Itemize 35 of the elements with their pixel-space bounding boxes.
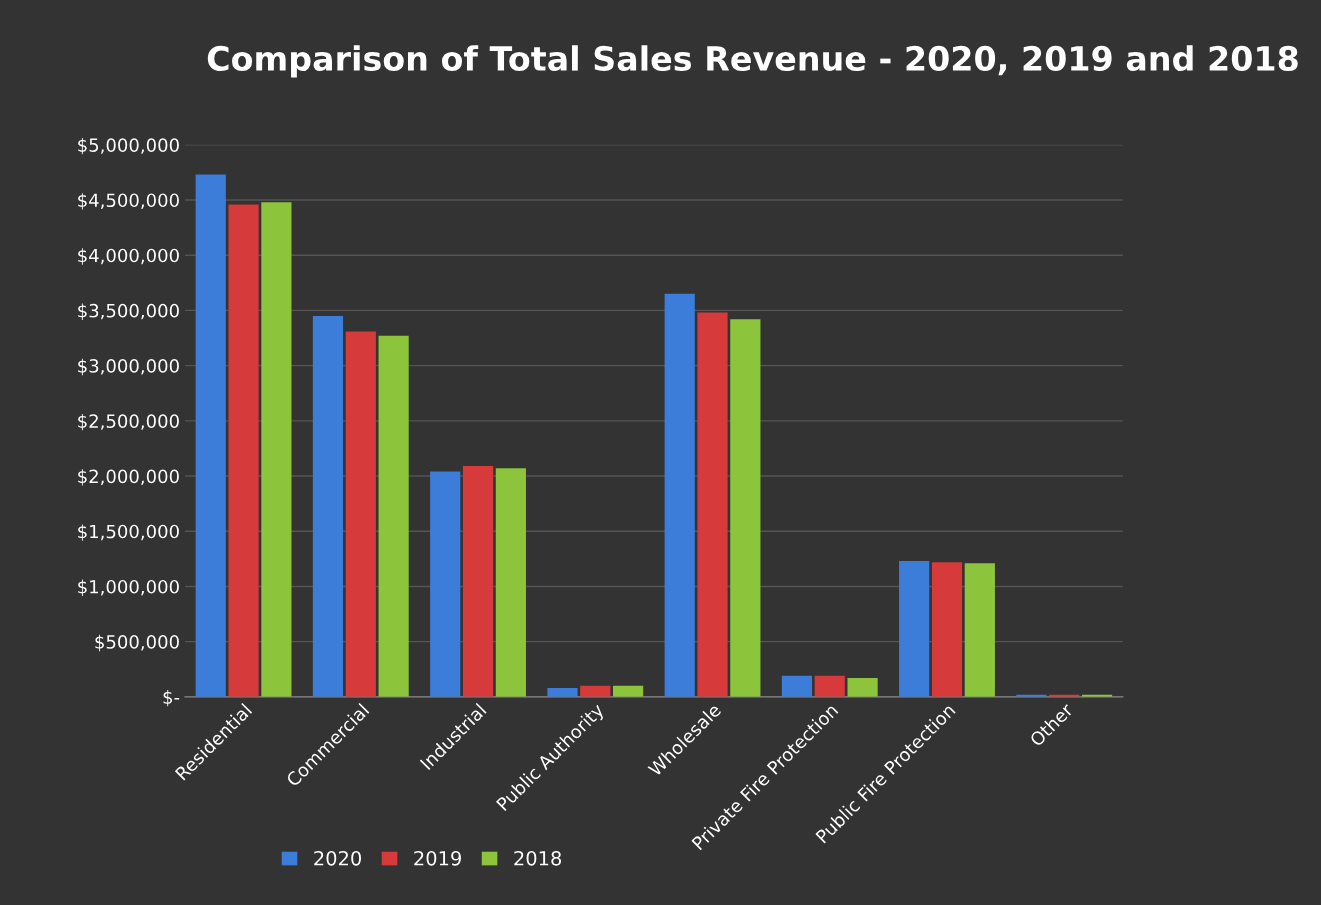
bar bbox=[847, 678, 878, 697]
bar bbox=[345, 331, 376, 697]
bar bbox=[730, 319, 761, 697]
bar bbox=[697, 312, 728, 697]
bar bbox=[964, 563, 995, 697]
bar bbox=[664, 293, 695, 697]
bar bbox=[312, 315, 344, 697]
bar bbox=[462, 466, 494, 697]
legend-label: 2020 bbox=[314, 850, 361, 866]
y-tick-label: $5,000,000 bbox=[78, 137, 179, 155]
bar bbox=[228, 204, 259, 697]
legend-label: 2019 bbox=[414, 850, 461, 866]
y-tick-label: $2,000,000 bbox=[78, 469, 179, 486]
y-tick-label: $1,500,000 bbox=[78, 524, 179, 541]
legend-label: 2018 bbox=[514, 850, 562, 866]
y-tick-label: $3,500,000 bbox=[78, 303, 179, 320]
bar bbox=[814, 675, 845, 697]
y-tick-label: $4,000,000 bbox=[78, 248, 179, 265]
chart-title: Comparison of Total Sales Revenue - 2020, 2019 and 2018 bbox=[207, 45, 1298, 78]
y-tick-label: $500,000 bbox=[95, 634, 179, 652]
y-tick-label: $3,000,000 bbox=[78, 358, 179, 376]
bar bbox=[547, 688, 578, 697]
bar bbox=[378, 335, 409, 697]
bar bbox=[195, 174, 226, 697]
bar bbox=[931, 562, 963, 697]
bar bbox=[781, 675, 813, 697]
y-tick-label: $1,000,000 bbox=[78, 579, 179, 596]
bar bbox=[613, 685, 644, 697]
bar bbox=[580, 685, 611, 697]
bar bbox=[495, 468, 526, 697]
y-tick-label: $4,500,000 bbox=[78, 193, 179, 210]
y-tick-label: $2,500,000 bbox=[78, 413, 179, 431]
bar bbox=[261, 202, 292, 697]
bar bbox=[899, 561, 930, 697]
bar bbox=[430, 471, 461, 697]
